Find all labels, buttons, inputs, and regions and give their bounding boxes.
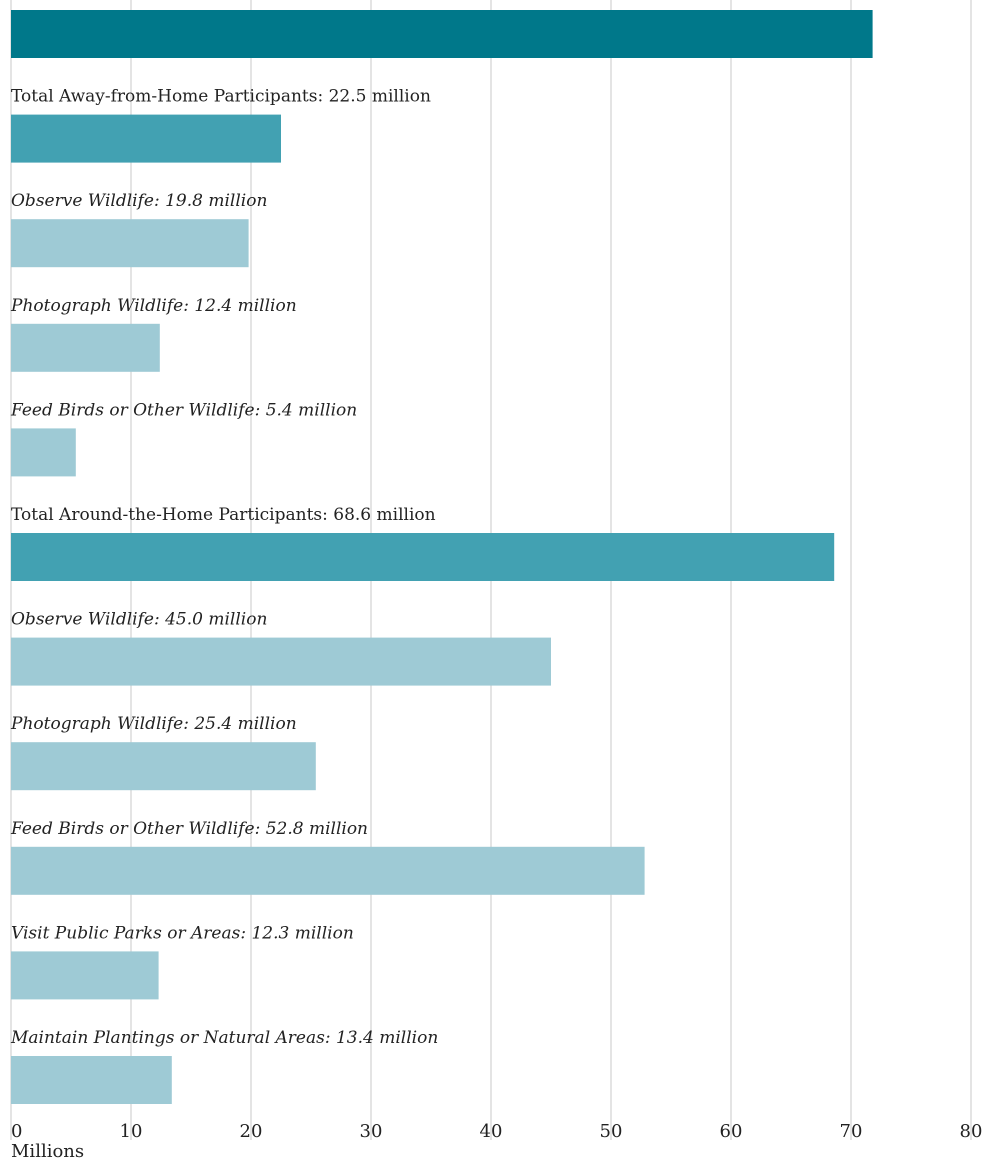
bar-9 [11, 951, 159, 1000]
bar-label-3: Photograph Wildlife: 12.4 million [10, 296, 297, 316]
x-tick-label-50: 50 [600, 1121, 623, 1142]
category-labels: Total Away-from-Home Participants: 22.5 … [10, 87, 438, 1048]
bar-label-7: Photograph Wildlife: 25.4 million [10, 714, 297, 734]
bar-3 [11, 323, 160, 372]
bar-7 [11, 742, 316, 791]
bar-label-8: Feed Birds or Other Wildlife: 52.8 milli… [10, 819, 368, 839]
bar-10 [11, 1056, 172, 1104]
x-tick-label-20: 20 [240, 1121, 263, 1142]
x-tick-label-80: 80 [960, 1121, 983, 1142]
bar-4 [11, 428, 76, 477]
bars [11, 10, 873, 1104]
bar-6 [11, 637, 551, 686]
x-tick-label-0: 0 [11, 1121, 22, 1142]
x-tick-label-10: 10 [120, 1121, 143, 1142]
bar-label-5: Total Around-the-Home Participants: 68.6… [11, 505, 436, 525]
bar-1 [11, 114, 281, 163]
bar-2 [11, 219, 249, 268]
x-tick-label-70: 70 [840, 1121, 863, 1142]
x-tick-label-40: 40 [480, 1121, 503, 1142]
bar-label-9: Visit Public Parks or Areas: 12.3 millio… [11, 923, 354, 943]
x-axis-ticks: 0 10 20 30 40 50 60 70 80 [11, 1121, 982, 1142]
bar-5 [11, 533, 835, 581]
x-tick-label-60: 60 [720, 1121, 743, 1142]
x-tick-label-30: 30 [360, 1121, 383, 1142]
bar-8 [11, 846, 645, 895]
bar-label-4: Feed Birds or Other Wildlife: 5.4 millio… [10, 400, 357, 420]
bar-0 [11, 10, 873, 58]
bar-label-10: Maintain Plantings or Natural Areas: 13.… [10, 1028, 438, 1048]
bar-label-1: Total Away-from-Home Participants: 22.5 … [11, 87, 431, 107]
bar-label-2: Observe Wildlife: 19.8 million [11, 191, 267, 211]
bar-label-6: Observe Wildlife: 45.0 million [11, 610, 267, 630]
x-axis-title: Millions [11, 1141, 84, 1162]
